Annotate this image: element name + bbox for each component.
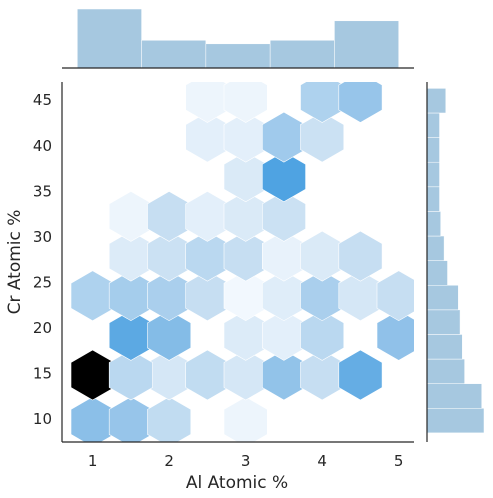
right-histogram-bar (426, 334, 463, 360)
right-histogram-bar (426, 358, 465, 384)
hexbin-10 (338, 349, 383, 401)
hexbin-plot-area (70, 82, 414, 442)
hexbin-6 (185, 349, 230, 401)
y-tick-label: 15 (33, 365, 52, 383)
hexbin-3 (223, 396, 268, 442)
y-tick-label: 20 (33, 319, 52, 337)
x-tick-label: 1 (88, 452, 98, 470)
x-tick-label: 2 (164, 452, 174, 470)
hexbin-46 (223, 82, 268, 123)
hexbin-11 (108, 349, 153, 401)
right-histogram-bar (426, 284, 459, 311)
hexbin-38 (261, 191, 306, 242)
right-histogram-bar (426, 137, 440, 163)
y-tick-label: 30 (33, 228, 52, 246)
hexbin-1 (108, 396, 153, 442)
y-tick-label: 40 (33, 137, 52, 155)
y-tick-label: 35 (33, 182, 52, 200)
right-histogram-bar (426, 88, 447, 114)
y-tick-label: 25 (33, 274, 52, 292)
right-histogram-bar (426, 260, 448, 286)
hexbin-0 (70, 396, 115, 442)
hexbin-43 (261, 111, 306, 163)
hexbin-13 (147, 310, 192, 361)
right-histogram-bar (426, 408, 485, 434)
hexbin-32 (300, 230, 345, 282)
x-tick-label: 3 (241, 452, 251, 470)
right-histogram-bar (426, 112, 440, 138)
hexbin-4 (70, 349, 115, 401)
x-axis-label: Al Atomic % (186, 473, 288, 493)
hexbin-16 (300, 310, 345, 361)
hexbin-47 (300, 82, 345, 123)
right-marginal-histogram (426, 82, 485, 442)
hexbin-45 (185, 82, 230, 123)
hexbin-44 (300, 111, 345, 163)
right-histogram-bar (426, 235, 445, 261)
hexbin-36 (185, 191, 230, 242)
top-marginal-histogram (62, 8, 414, 69)
hexbin-34 (108, 191, 153, 242)
hexbin-33 (338, 230, 383, 282)
y-axis-label: Cr Atomic % (5, 210, 25, 315)
right-histogram-bar (426, 211, 441, 237)
y-tick-label: 45 (33, 91, 52, 109)
hexbin-35 (147, 191, 192, 242)
hexbin-48 (338, 82, 383, 123)
hexbin-40 (261, 151, 306, 203)
top-histogram-bar (269, 40, 335, 69)
y-tick-label: 10 (33, 410, 52, 428)
top-histogram-bar (77, 8, 142, 69)
top-histogram-bar (334, 20, 399, 69)
hexbin-18 (70, 270, 115, 322)
right-histogram-bar (426, 383, 482, 409)
x-tick-label: 5 (394, 452, 404, 470)
top-histogram-bar (205, 43, 271, 69)
hexbin-17 (376, 310, 414, 361)
x-tick-label: 4 (317, 452, 327, 470)
right-histogram-bar (426, 161, 440, 188)
right-histogram-bar (426, 309, 461, 335)
top-histogram-bar (141, 40, 207, 69)
right-histogram-bar (426, 186, 440, 212)
hexbin-2 (147, 396, 192, 442)
hexbin-26 (376, 270, 414, 322)
